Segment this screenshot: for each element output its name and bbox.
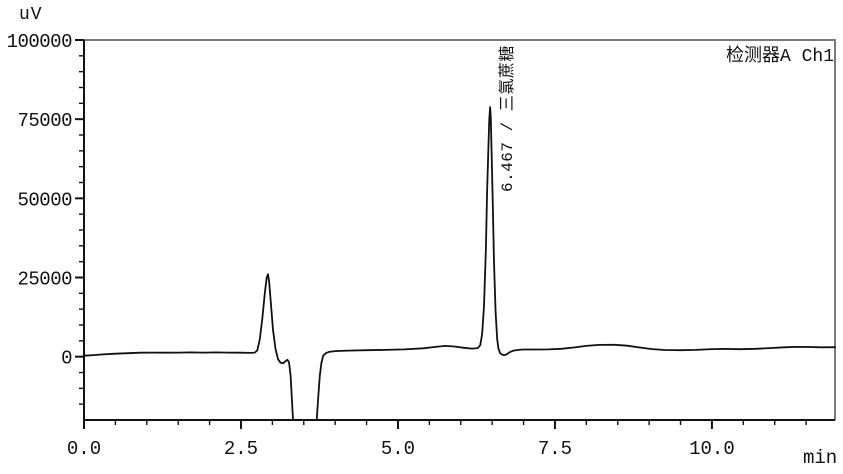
x-axis-tick-label: 0.0 [67, 438, 101, 460]
y-axis-tick-label: 0 [61, 348, 72, 370]
axis-lines [83, 40, 835, 421]
x-axis-tick-label: 5.0 [381, 438, 415, 460]
y-axis-tick-label: 75000 [17, 110, 72, 132]
y-axis-tick-label: 50000 [17, 189, 72, 211]
detector-channel-label: 检测器A Ch1 [725, 47, 834, 67]
signal-trace [84, 106, 836, 420]
x-axis-tick-label: 2.5 [224, 438, 258, 460]
y-axis-tick-label: 100000 [7, 31, 73, 53]
x-axis-tick-label: 7.5 [538, 438, 572, 460]
peak-retention-label: 6.467 / 三氯蔗糖 [499, 45, 517, 192]
y-axis-unit-label: uV [19, 5, 43, 25]
plot-frame [84, 39, 836, 420]
x-axis-tick-label: 10.0 [689, 438, 735, 460]
x-axis-unit-label: min [803, 447, 838, 469]
y-axis-tick-label: 25000 [17, 269, 72, 291]
